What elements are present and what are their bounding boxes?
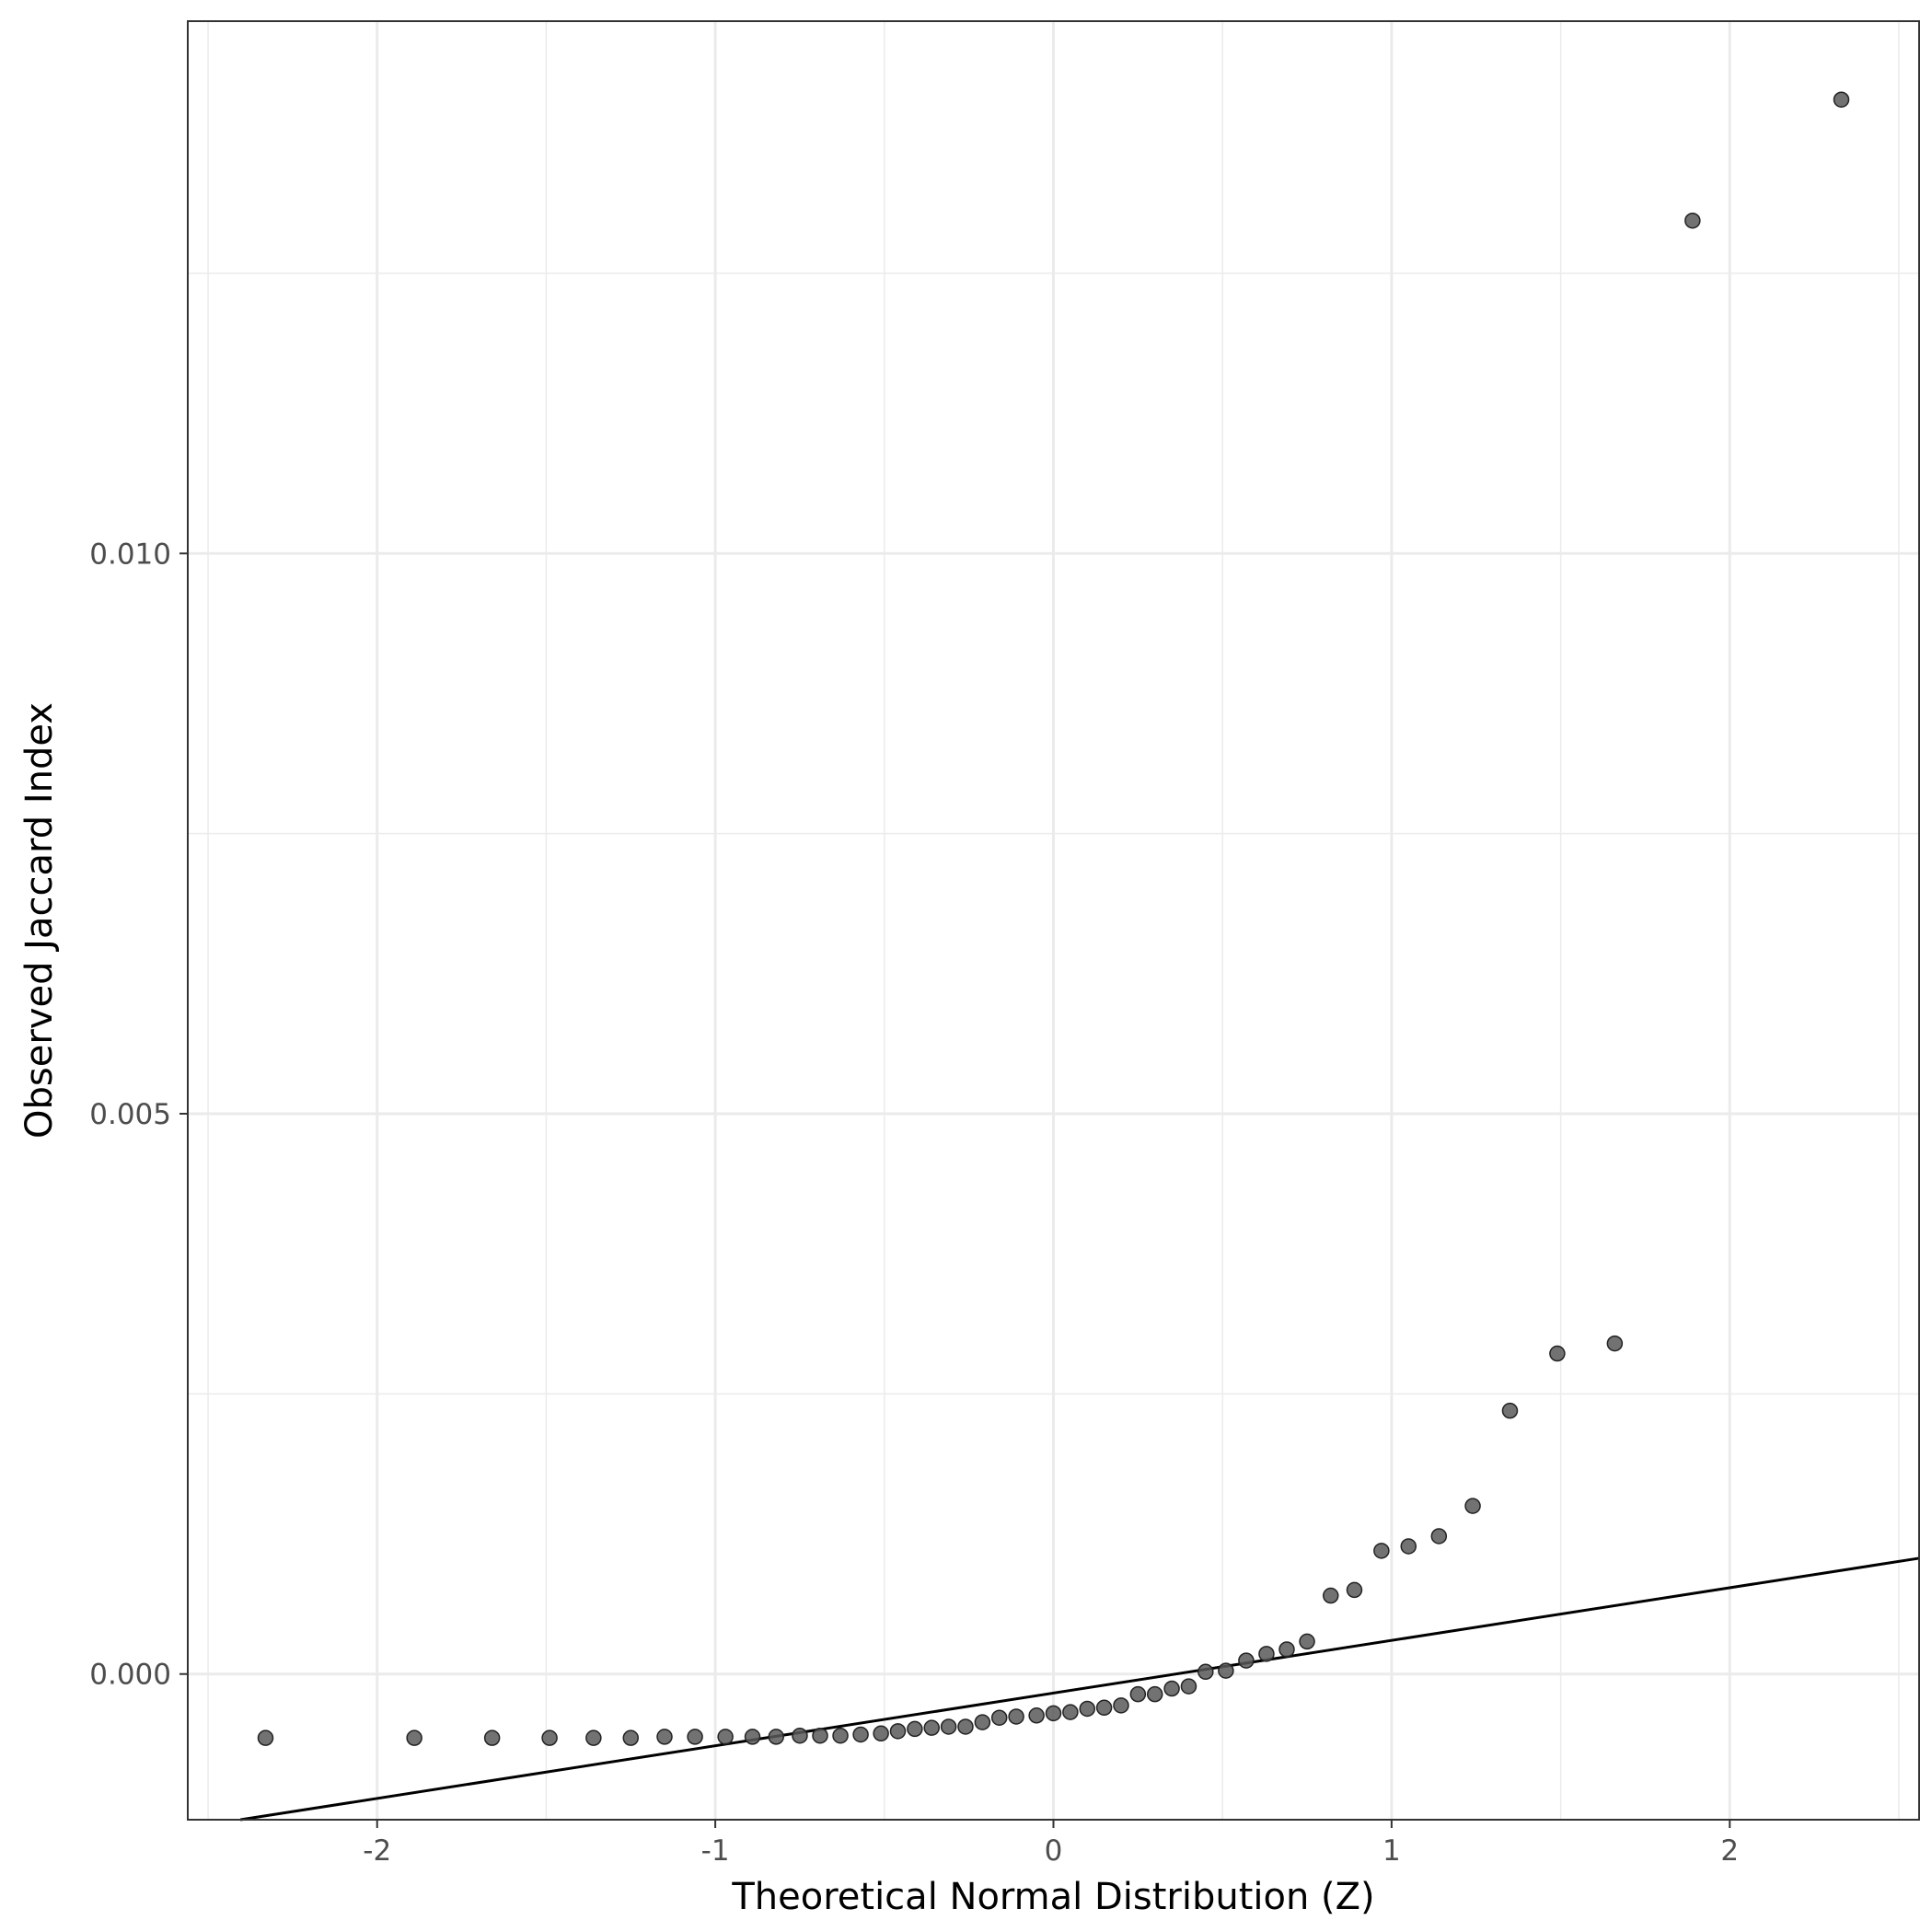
data-point [1095,1699,1113,1717]
data-point [1684,212,1701,229]
data-point [1113,1697,1129,1714]
reference-line-layer [239,1556,1920,1822]
data-point [717,1729,734,1745]
x-tick-label: -2 [363,1834,391,1868]
data-point [832,1727,849,1744]
data-point [1238,1652,1255,1669]
data-point [907,1720,923,1738]
data-points [257,91,1850,1746]
data-point [889,1723,907,1740]
data-point [940,1718,957,1735]
data-point [957,1718,974,1735]
x-axis-title: Theoretical Normal Distribution (Z) [731,1876,1374,1918]
data-point [1606,1335,1624,1352]
data-point [1299,1633,1315,1650]
data-point [1258,1646,1275,1662]
data-point [1180,1678,1197,1695]
data-point [1464,1498,1481,1514]
data-point [1129,1685,1147,1703]
data-point [1008,1708,1024,1725]
data-point [406,1730,422,1746]
qq-reference-line [239,1556,1920,1822]
data-point [1501,1402,1519,1419]
data-point [1163,1680,1180,1697]
x-tick-label: 0 [1045,1834,1063,1868]
data-point [923,1719,940,1736]
data-point [1146,1685,1163,1703]
data-point [768,1729,784,1745]
data-point [792,1727,808,1744]
data-point [812,1727,828,1744]
data-point [622,1730,640,1746]
data-point [1430,1528,1448,1544]
data-point [1028,1707,1045,1724]
data-point [1045,1705,1062,1722]
x-tick-label: -1 [701,1834,730,1868]
data-point [1278,1641,1295,1658]
x-tick-label: 2 [1720,1834,1739,1868]
y-axis-ticks: 0.000 0.005 0.010 [89,538,188,1692]
data-point [873,1725,889,1742]
data-point [1218,1662,1234,1679]
data-point [1062,1704,1079,1720]
y-axis-title: Observed Jaccard Index [18,702,61,1139]
y-tick-label: 0.010 [89,538,171,571]
data-point [1400,1538,1417,1555]
data-point [974,1714,991,1730]
x-tick-label: 1 [1382,1834,1401,1868]
y-tick-label: 0.000 [89,1659,171,1692]
data-point [1323,1587,1339,1604]
major-gridlines [188,21,1919,1820]
data-point [990,1709,1008,1726]
x-axis-ticks: -2 -1 0 1 2 [363,1820,1739,1868]
data-point [1549,1345,1566,1362]
data-point [1833,91,1850,108]
data-point [257,1730,274,1746]
data-point [744,1729,761,1745]
data-point [852,1726,869,1743]
data-point [1197,1663,1214,1681]
data-point [656,1729,673,1745]
data-point [687,1729,703,1745]
y-tick-label: 0.005 [89,1098,171,1131]
data-point [1079,1700,1095,1718]
data-point [1346,1581,1363,1599]
data-point [585,1730,602,1746]
data-point [483,1730,501,1746]
data-point [541,1730,558,1746]
data-point [1373,1543,1390,1559]
